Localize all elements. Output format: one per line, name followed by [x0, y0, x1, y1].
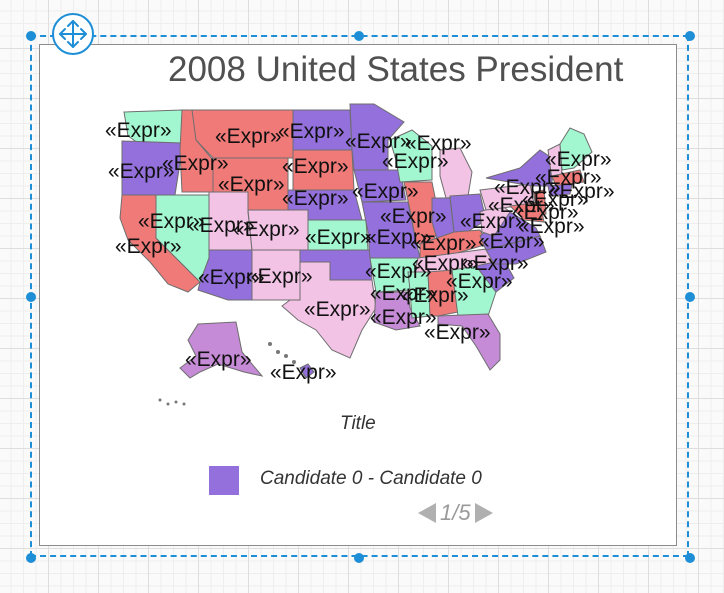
state-label: «Expr» — [548, 180, 615, 203]
state-label: «Expr» — [380, 205, 447, 228]
state-label: «Expr» — [402, 284, 469, 307]
state-label: «Expr» — [352, 180, 419, 203]
state-massachusetts[interactable] — [551, 169, 585, 187]
legend-swatch — [209, 466, 239, 495]
resize-handle-n[interactable] — [354, 31, 364, 41]
legend-title: Title — [340, 413, 376, 434]
resize-handle-e[interactable] — [685, 292, 695, 302]
state-label: «Expr» — [233, 218, 300, 241]
state-maine[interactable] — [559, 127, 593, 171]
state-label: «Expr» — [365, 226, 432, 249]
state-ohio[interactable] — [449, 193, 487, 235]
state-label: «Expr» — [108, 160, 175, 183]
resize-handle-w[interactable] — [26, 292, 36, 302]
state-wisconsin[interactable] — [389, 129, 433, 183]
state-label: «Expr» — [370, 306, 437, 329]
move-icon — [59, 20, 87, 48]
resize-handle-s[interactable] — [354, 553, 364, 563]
resize-handle-nw[interactable] — [26, 31, 36, 41]
state-label: «Expr» — [518, 215, 585, 238]
state-label: «Expr» — [522, 188, 589, 211]
state-label: «Expr» — [494, 176, 561, 199]
state-label: «Expr» — [545, 148, 612, 171]
state-label: «Expr» — [512, 201, 579, 224]
legend-item-label: Candidate 0 - Candidate 0 — [260, 468, 482, 489]
state-label: «Expr» — [460, 210, 527, 233]
resize-handle-se[interactable] — [685, 553, 695, 563]
state-mississippi[interactable] — [407, 271, 431, 319]
state-label: «Expr» — [488, 194, 555, 217]
state-label: «Expr» — [105, 119, 172, 142]
state-label: «Expr» — [304, 298, 371, 321]
state-label: «Expr» — [188, 214, 255, 237]
state-alabama[interactable] — [427, 269, 459, 317]
next-page-icon[interactable] — [474, 503, 493, 523]
state-florida[interactable] — [437, 313, 501, 371]
state-maryland-delaware[interactable] — [508, 201, 545, 223]
state-oregon[interactable] — [121, 140, 183, 196]
state-label: «Expr» — [345, 130, 412, 153]
state-label: «Expr» — [282, 155, 349, 178]
state-label: «Expr» — [370, 282, 437, 305]
state-label: «Expr» — [162, 152, 229, 175]
state-hawaii[interactable] — [299, 363, 315, 379]
state-label: «Expr» — [365, 260, 432, 283]
state-label: «Expr» — [405, 132, 472, 155]
state-connecticut-ri[interactable] — [547, 183, 573, 197]
state-louisiana[interactable] — [373, 291, 421, 331]
state-label: «Expr» — [305, 226, 372, 249]
legend-pager: 1/5 — [418, 499, 493, 527]
state-label: «Expr» — [462, 252, 529, 275]
state-label: «Expr» — [478, 230, 545, 253]
state-label: «Expr» — [115, 235, 182, 258]
state-label: «Expr» — [215, 125, 282, 148]
state-minnesota[interactable] — [349, 103, 405, 171]
state-label: «Expr» — [382, 150, 449, 173]
move-handle[interactable] — [52, 13, 94, 55]
state-label: «Expr» — [412, 252, 479, 275]
state-texas[interactable] — [281, 261, 377, 359]
state-label: «Expr» — [218, 173, 285, 196]
map-title: 2008 United States President — [168, 50, 624, 89]
state-label: «Expr» — [270, 361, 337, 384]
page-indicator: 1/5 — [440, 500, 471, 525]
state-label: «Expr» — [198, 266, 265, 289]
state-label: «Expr» — [424, 321, 491, 344]
state-alaska[interactable] — [179, 321, 264, 379]
state-iowa[interactable] — [353, 169, 407, 203]
state-label: «Expr» — [185, 348, 252, 371]
state-label: «Expr» — [278, 120, 345, 143]
prev-page-icon[interactable] — [418, 503, 436, 523]
state-label: «Expr» — [410, 232, 477, 255]
state-label: «Expr» — [446, 270, 513, 293]
resize-handle-ne[interactable] — [685, 31, 695, 41]
resize-handle-sw[interactable] — [26, 553, 36, 563]
state-label: «Expr» — [282, 187, 349, 210]
state-label: «Expr» — [246, 265, 313, 288]
state-label: «Expr» — [138, 210, 205, 233]
state-label: «Expr» — [535, 166, 602, 189]
